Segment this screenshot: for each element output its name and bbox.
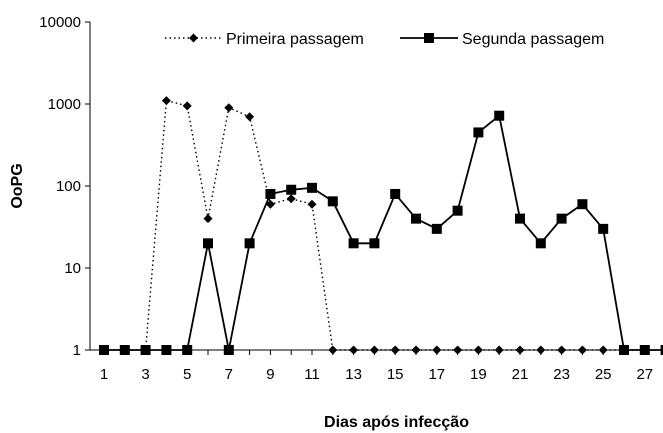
data-point-square bbox=[411, 213, 421, 224]
data-point-diamond bbox=[203, 214, 213, 224]
data-point-diamond bbox=[286, 194, 296, 204]
x-tick-label: 1 bbox=[100, 366, 108, 383]
x-tick-label: 9 bbox=[266, 366, 274, 383]
data-point-square bbox=[307, 182, 317, 193]
data-point-square bbox=[140, 345, 151, 355]
legend-label: Segunda passagem bbox=[462, 31, 604, 48]
data-point-diamond bbox=[328, 345, 338, 355]
x-tick-label: 3 bbox=[141, 366, 149, 383]
data-point-square bbox=[286, 184, 297, 195]
data-point-square bbox=[431, 223, 442, 234]
data-point-diamond bbox=[161, 96, 171, 106]
data-point-square bbox=[203, 238, 213, 249]
data-point-square bbox=[619, 345, 629, 355]
x-tick-label: 17 bbox=[428, 366, 445, 383]
data-point-square bbox=[161, 345, 172, 355]
data-point-diamond bbox=[515, 345, 525, 355]
data-point-square bbox=[119, 345, 130, 355]
data-point-diamond bbox=[598, 345, 608, 355]
data-point-square bbox=[327, 196, 338, 207]
data-point-diamond bbox=[557, 345, 567, 355]
data-point-square bbox=[473, 127, 484, 138]
data-point-square bbox=[223, 345, 234, 355]
data-point-square bbox=[515, 213, 525, 224]
series-2 bbox=[99, 110, 663, 355]
data-point-diamond bbox=[182, 101, 192, 111]
x-axis-title: Dias após infecção bbox=[324, 414, 469, 431]
data-point-square bbox=[265, 188, 276, 199]
x-tick-label: 27 bbox=[636, 366, 653, 383]
data-point-square bbox=[182, 345, 193, 355]
data-point-square bbox=[535, 238, 546, 249]
data-point-diamond bbox=[453, 345, 463, 355]
legend-entry-1: Primeira passagem bbox=[165, 31, 364, 48]
x-tick-label: 7 bbox=[225, 366, 233, 383]
data-point-square bbox=[494, 110, 505, 121]
data-point-square bbox=[452, 205, 463, 216]
x-tick-label: 23 bbox=[553, 366, 570, 383]
data-point-diamond bbox=[411, 345, 421, 355]
data-point-diamond bbox=[536, 345, 546, 355]
x-tick-label: 21 bbox=[512, 366, 529, 383]
x-tick-label: 5 bbox=[183, 366, 191, 383]
data-point-diamond bbox=[369, 345, 379, 355]
y-tick-label: 1000 bbox=[48, 96, 81, 113]
x-tick-label: 15 bbox=[387, 366, 404, 383]
series-line bbox=[104, 99, 663, 351]
data-point-square bbox=[598, 223, 609, 234]
legend-entry-2: Segunda passagem bbox=[400, 31, 604, 48]
y-tick-label: 10000 bbox=[39, 14, 81, 31]
data-point-diamond bbox=[577, 345, 587, 355]
x-tick-label: 25 bbox=[595, 366, 612, 383]
y-axis-ticks: 1 10 100 1000 10000 bbox=[39, 14, 90, 359]
data-point-diamond bbox=[432, 345, 442, 355]
x-tick-label: 13 bbox=[345, 366, 362, 383]
data-point-square bbox=[424, 33, 434, 43]
axes bbox=[89, 22, 663, 351]
data-point-diamond bbox=[349, 345, 359, 355]
legend-label: Primeira passagem bbox=[226, 31, 364, 48]
data-point-diamond bbox=[265, 199, 275, 209]
data-point-diamond bbox=[307, 199, 317, 209]
data-point-diamond bbox=[390, 345, 400, 355]
data-point-square bbox=[348, 238, 359, 249]
data-point-diamond bbox=[494, 345, 504, 355]
x-tick-label: 19 bbox=[470, 366, 487, 383]
data-point-diamond bbox=[189, 33, 198, 43]
data-point-diamond bbox=[224, 103, 234, 113]
x-tick-label: 11 bbox=[304, 366, 320, 383]
data-point-square bbox=[577, 199, 588, 210]
data-point-square bbox=[99, 345, 109, 355]
y-tick-label: 10 bbox=[64, 260, 81, 277]
y-tick-label: 1 bbox=[73, 342, 81, 359]
legend: Primeira passagem Segunda passagem bbox=[165, 31, 604, 48]
data-point-square bbox=[660, 345, 663, 355]
data-point-square bbox=[390, 188, 401, 199]
data-point-square bbox=[556, 213, 567, 224]
series-line bbox=[104, 114, 663, 351]
series-layer bbox=[99, 96, 663, 355]
data-point-diamond bbox=[245, 112, 255, 122]
y-axis-title: OoPG bbox=[9, 163, 26, 208]
y-tick-label: 100 bbox=[56, 178, 81, 195]
data-point-square bbox=[244, 238, 255, 249]
data-point-diamond bbox=[473, 345, 483, 355]
data-point-square bbox=[639, 345, 650, 355]
data-point-square bbox=[369, 238, 380, 249]
